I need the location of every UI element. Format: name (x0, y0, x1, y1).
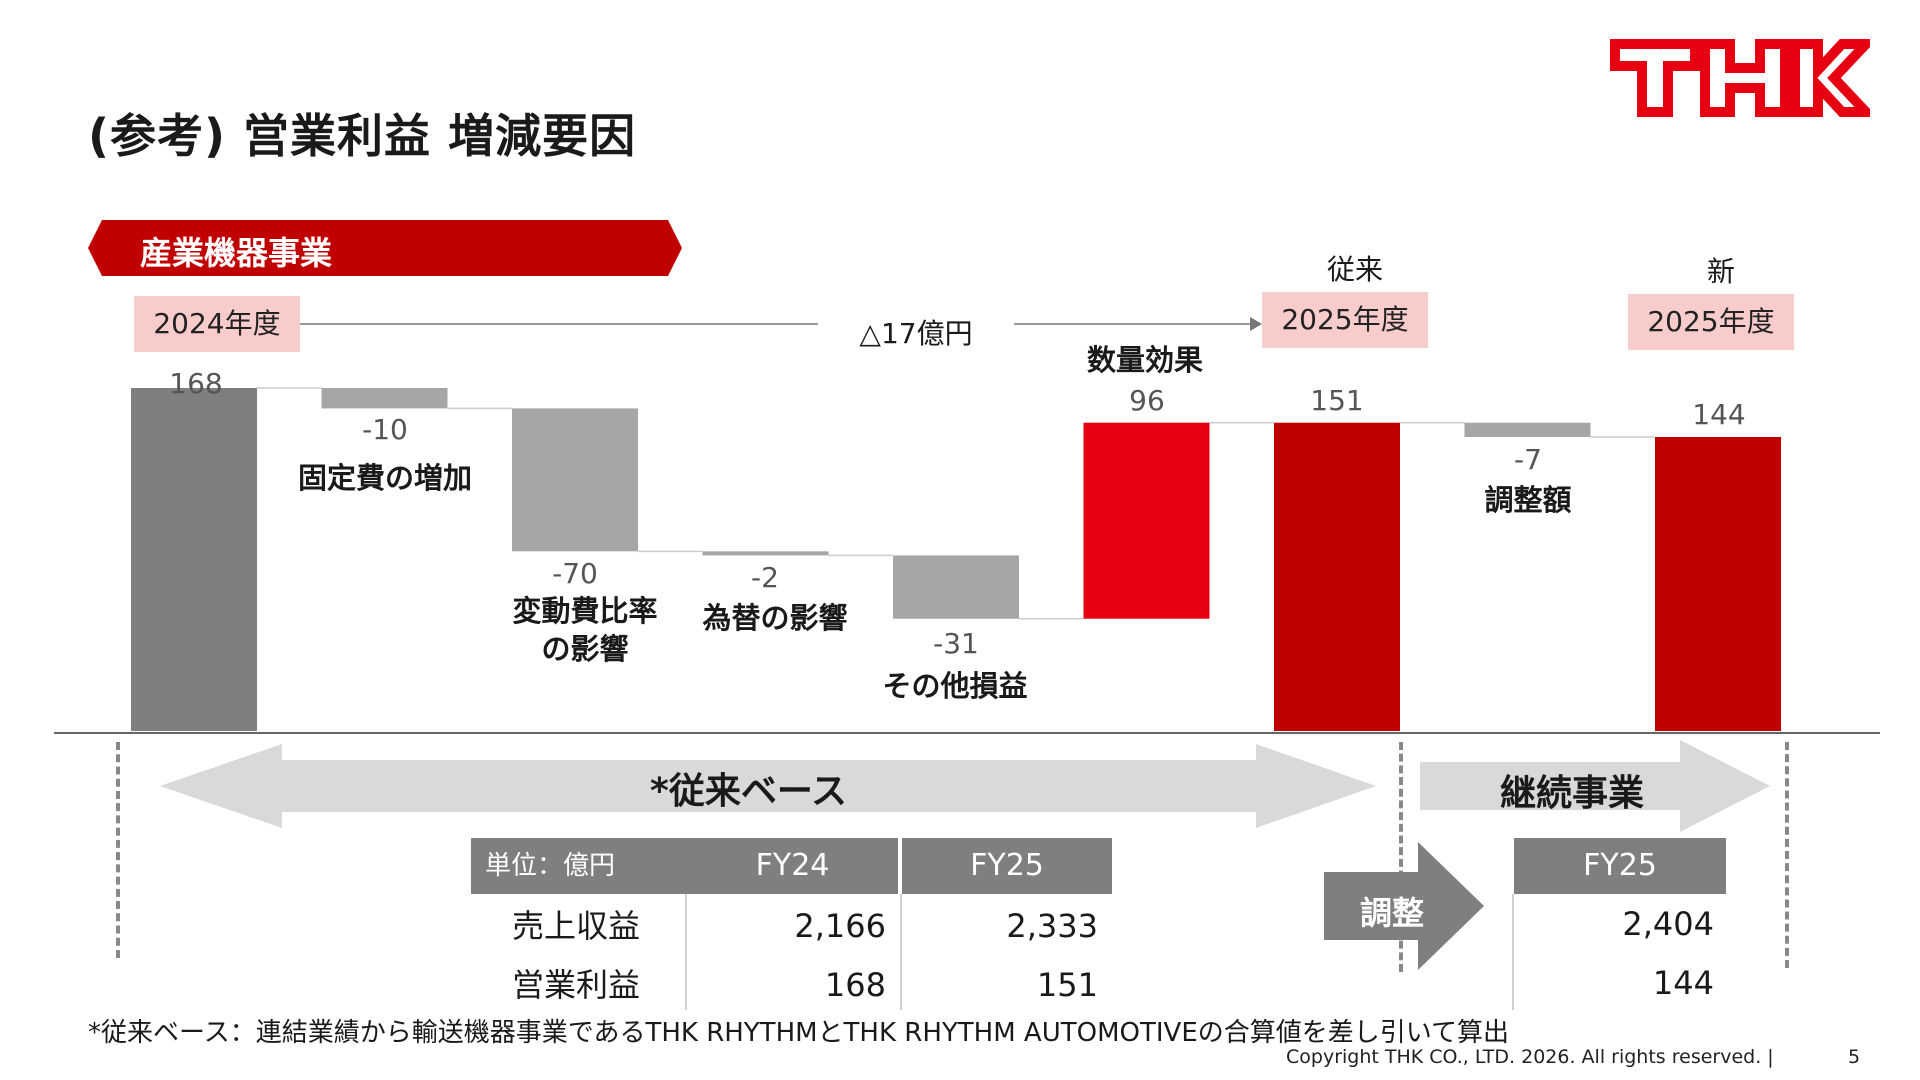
footnote: *従来ベース：連結業績から輸送機器事業であるTHK RHYTHMとTHK RHY… (88, 1018, 1509, 1048)
value-label-adjust: -7 (1514, 443, 1542, 476)
cell-op-income-fy25: 151 (1036, 966, 1098, 1004)
cell-op-income-fy24: 168 (824, 966, 886, 1004)
bar-adjust (1464, 422, 1591, 437)
page-number: 5 (1848, 1046, 1861, 1068)
page-title: (参考) 営業利益 増減要因 (88, 109, 637, 163)
value-label-fy25-old: 151 (1310, 384, 1364, 417)
annotation-volume: 数量効果 (1086, 343, 1203, 377)
segment-label: 産業機器事業 (140, 234, 333, 272)
annotation-adjust: 調整額 (1484, 483, 1572, 517)
bar-variable-ratio (512, 408, 638, 552)
annotation-variable-1: 変動費比率 (512, 594, 658, 628)
table-divider-2 (900, 894, 902, 1010)
bar-volume (1083, 422, 1210, 619)
cell-revenue-fy25: 2,333 (1006, 907, 1098, 945)
divider-mid (1399, 742, 1403, 972)
row-label-revenue: 売上収益 (512, 907, 641, 945)
annotation-variable-2: の影響 (541, 632, 629, 666)
cell-revenue-fy24: 2,166 (794, 907, 886, 945)
copyright: Copyright THK CO., LTD. 2026. All rights… (1286, 1046, 1774, 1068)
tag-fy25-new: 2025年度 (1628, 294, 1794, 350)
delta-arrowhead (1250, 317, 1262, 331)
cell-right-op-income: 144 (1652, 964, 1714, 1002)
bar-fy25-old (1274, 422, 1400, 731)
label-old: 従来 (1326, 253, 1383, 286)
annotation-fx: 為替の影響 (702, 601, 848, 635)
value-label-fy24: 168 (169, 367, 223, 400)
continuing-arrow (1420, 740, 1770, 832)
base-label: *従来ベース (650, 771, 848, 812)
value-label-fixed: -10 (362, 413, 408, 446)
annotation-other: その他損益 (882, 669, 1028, 703)
divider-right (1785, 742, 1789, 968)
value-label-volume: 96 (1129, 384, 1165, 417)
table-right-divider (1512, 894, 1514, 1010)
segment-banner (88, 220, 682, 276)
base-double-arrow (160, 744, 1376, 828)
bar-other (893, 555, 1019, 619)
table-header-fy24: FY24 (687, 838, 898, 894)
thk-logo (1610, 39, 1870, 117)
adjust-arrow-label: 調整 (1360, 894, 1425, 932)
tag-fy24: 2024年度 (134, 296, 300, 352)
table-unit-header: 単位：億円 (471, 838, 697, 894)
bar-fx (702, 551, 829, 556)
table-divider-1 (685, 894, 687, 1010)
divider-left (116, 742, 120, 958)
table-header-fy25: FY25 (902, 838, 1112, 894)
value-label-other: -31 (933, 627, 979, 660)
row-label-op-income: 営業利益 (512, 966, 641, 1004)
cell-right-revenue: 2,404 (1622, 905, 1714, 943)
value-label-fx: -2 (751, 561, 779, 594)
adjust-arrow (1324, 842, 1484, 970)
bar-fixed-cost (321, 388, 448, 409)
continuing-label: 継続事業 (1500, 773, 1645, 814)
bar-fy24 (131, 388, 257, 731)
annotation-fixed: 固定費の増加 (297, 461, 472, 495)
table-right-header-fy25: FY25 (1514, 838, 1726, 894)
value-label-fy25-new: 144 (1692, 398, 1746, 431)
tag-fy25-old: 2025年度 (1262, 292, 1428, 348)
delta-label: △17億円 (859, 317, 973, 350)
bar-fy25-new (1655, 437, 1781, 731)
value-label-variable: -70 (552, 557, 598, 590)
label-new: 新 (1706, 255, 1735, 288)
